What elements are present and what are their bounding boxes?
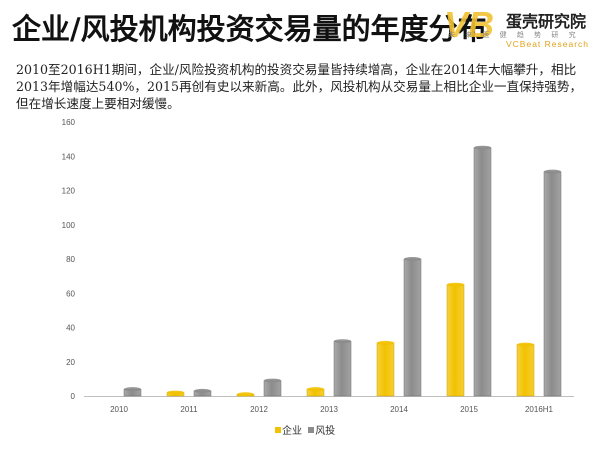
vcbeat-logo: VB 蛋壳研究院 未 来 医 健 趋 势 研 究 VCBeat Research bbox=[444, 4, 600, 50]
x-tick-label: 2016H1 bbox=[525, 405, 554, 414]
y-tick-label: 20 bbox=[66, 358, 75, 367]
x-tick-label: 2012 bbox=[250, 405, 268, 414]
chart-legend: 企业 风投 bbox=[272, 422, 335, 437]
bar-enterprise-2015 bbox=[446, 284, 465, 397]
bar-top-enterprise-2011 bbox=[167, 390, 184, 395]
bar-top-vc-2010 bbox=[124, 387, 141, 392]
y-tick-label: 140 bbox=[62, 152, 76, 161]
bar-top-enterprise-2013 bbox=[307, 387, 324, 392]
bar-top-vc-2011 bbox=[194, 388, 211, 393]
page-title: 企业/风投机构投资交易量的年度分布 bbox=[12, 12, 487, 46]
bar-top-vc-2013 bbox=[334, 339, 351, 344]
y-tick-label: 160 bbox=[62, 118, 76, 127]
bar-top-vc-2012 bbox=[264, 378, 281, 383]
bar-vc-2016H1 bbox=[543, 171, 562, 397]
y-tick-label: 40 bbox=[66, 324, 75, 333]
bar-top-enterprise-2014 bbox=[377, 340, 394, 345]
y-tick-label: 120 bbox=[62, 187, 76, 196]
x-tick-label: 2015 bbox=[460, 405, 478, 414]
legend-label-vc: 风投 bbox=[315, 426, 336, 437]
bar-top-vc-2016H1 bbox=[544, 169, 561, 174]
bar-top-enterprise-2015 bbox=[447, 282, 464, 287]
y-tick-label: 0 bbox=[71, 392, 76, 401]
bar-vc-2015 bbox=[473, 147, 492, 397]
y-tick-label: 80 bbox=[66, 255, 75, 264]
bar-vc-2014 bbox=[403, 258, 422, 397]
bar-top-enterprise-2016H1 bbox=[517, 342, 534, 347]
x-tick-label: 2013 bbox=[320, 405, 338, 414]
bar-enterprise-2016H1 bbox=[516, 344, 535, 397]
y-tick-label: 100 bbox=[62, 221, 76, 230]
x-tick-label: 2014 bbox=[390, 405, 408, 414]
bar-vc-2012 bbox=[263, 380, 282, 397]
bar-top-enterprise-2012 bbox=[237, 392, 254, 397]
bar-top-vc-2015 bbox=[474, 145, 491, 150]
legend-swatch-enterprise bbox=[275, 427, 281, 433]
y-tick-label: 60 bbox=[66, 289, 75, 298]
legend-swatch-vc bbox=[308, 427, 315, 433]
x-tick-label: 2011 bbox=[180, 405, 198, 414]
bar-vc-2013 bbox=[333, 340, 352, 397]
logo-mark: VB bbox=[444, 4, 495, 45]
logo-subtitle: 未 来 医 健 趋 势 研 究 bbox=[448, 31, 580, 39]
bar-enterprise-2014 bbox=[376, 342, 395, 397]
x-tick-label: 2010 bbox=[110, 405, 128, 414]
bar-top-vc-2014 bbox=[404, 257, 421, 261]
description-text: 2010至2016H1期间，企业/风险投资机构的投资交易量皆持续增高，企业在20… bbox=[16, 62, 583, 111]
logo-english: VCBeat Research bbox=[506, 39, 590, 49]
logo-name: 蛋壳研究院 bbox=[506, 12, 587, 31]
legend-label-enterprise: 企业 bbox=[282, 426, 302, 437]
